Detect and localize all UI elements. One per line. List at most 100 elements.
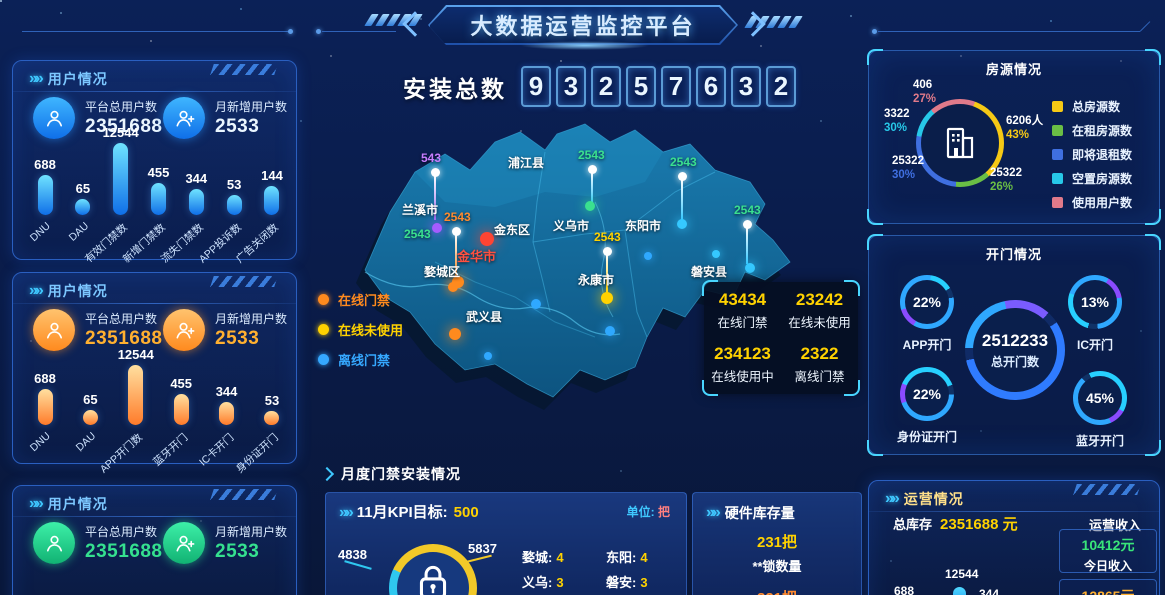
user-icon [33,309,75,351]
ring-percent: 13% [1080,294,1110,310]
building-icon [946,127,974,159]
stat-offline: 2322 离线门禁 [781,344,858,385]
install-counter-label: 安装总数 [403,75,507,102]
kpi-title-row: »» 11月KPI目标: 500 [339,501,479,522]
counter-digit: 5 [626,66,656,107]
ring-label: 蓝牙开门 [1075,434,1124,448]
kpi-city-label: 义乌: [522,575,553,590]
bar-column: 12544 有效门禁数 [83,123,139,266]
legend-label: 离线门禁 [338,353,391,368]
panel-header: »» 运营情况 [885,489,964,509]
kpi-city-stat: 婺城: 4 [522,547,598,566]
callout-number: 25322 [892,155,924,167]
panel-users-green: »» 用户情况 平台总用户数 2351688 月新增用户数 2533 12544 [12,485,297,595]
ring-label: APP开门 [902,338,952,352]
pin-value: 543 [421,151,442,165]
panel-title: 开门情况 [985,247,1042,262]
legend-dot-icon [318,354,329,365]
callout-percent: 27% [913,93,937,106]
housing-legend-item: 总房源数 [1052,98,1132,115]
map-city-label: 义乌市 [553,219,590,233]
kpi-city-value: 3 [556,575,564,590]
stat-label: 平台总用户数 [85,312,158,326]
map-city-label: 兰溪市 [402,203,439,217]
kpi-city-value: 3 [640,575,648,590]
hardware-label-1: **锁数量 [752,559,802,574]
map-point [601,292,613,304]
corner-bracket [867,234,883,250]
panel-title: 用户情况 [47,283,108,299]
kpi-city-value: 4 [640,550,648,565]
panel-stripes [210,489,278,500]
page-title: 大数据运营监控平台 [470,14,696,39]
corner-bracket [1145,440,1161,456]
double-chevron-icon: »» [29,70,44,87]
deco-dot [288,29,293,34]
panel-title: 用户情况 [47,496,108,512]
callout-percent: 30% [892,169,916,182]
stat-label: 在线使用中 [711,369,774,384]
stat-value: 2322 [800,344,839,363]
kpi-city-label: 东阳: [606,550,637,565]
stat-new-users: 月新增用户数 2533 [163,522,287,564]
legend-label: 总房源数 [1072,100,1121,114]
legend-item: 离线门禁 [318,350,390,369]
panel-users-orange: »» 用户情况 平台总用户数 2351688 月新增用户数 2533 688 DN… [12,272,297,476]
stat-total-users: 平台总用户数 2351688 [33,522,162,564]
legend-label: 即将退租数 [1072,148,1133,162]
user-plus-icon [163,522,205,564]
corner-bracket [867,209,883,225]
region-map [356,123,791,410]
stat-total-users: 平台总用户数 2351688 [33,97,162,139]
kpi-value: 500 [453,504,479,521]
housing-donut [916,99,1004,187]
deco-line [322,31,396,32]
kpi-city-label: 婺城: [522,550,553,565]
legend-square-icon [1052,101,1063,112]
deco-dot [872,29,877,34]
counter-digit: 2 [766,66,796,107]
housing-callout: 3322 30% [884,107,910,136]
pin-value: 2543 [670,155,697,169]
ring-label: IC开门 [1076,338,1113,352]
map-point [605,326,615,336]
bar-value: 344 [215,384,238,399]
panel-title: 用户情况 [47,71,108,87]
ring-ic-open: 13% [1068,275,1122,329]
title-banner: 大数据运营监控平台 [428,5,738,45]
ring-percent: 45% [1085,390,1115,406]
hardware-panel: »» 硬件库存量 231把 **锁数量 321把 [692,492,862,595]
bar [75,199,91,215]
total-opens-label: 总开门数 [990,354,1039,369]
callout-number: 406 [913,79,933,91]
pin-marker [431,168,440,177]
corner-bracket [1145,234,1161,250]
stock-label: 总库存 [893,517,933,532]
double-chevron-icon: »» [339,504,354,521]
bar-label: DNU [28,430,54,455]
corner-bracket [1145,49,1161,65]
panel-stripes [210,64,278,75]
legend-item: 在线门禁 [318,290,390,309]
bar [82,410,98,425]
double-chevron-icon: »» [706,504,721,521]
total-opens-ring: 2512233 总开门数 [965,300,1065,400]
corner-bracket [1145,209,1161,225]
bar [219,402,235,425]
map-point [432,223,442,233]
pin-marker [603,247,612,256]
deco-dot [316,29,321,34]
ring-app-open: 22% [900,275,954,329]
legend-dot-icon [318,324,329,335]
stat-online-unused: 23242 在线未使用 [781,291,858,331]
mini-bar-value: 688 [894,584,915,595]
ring-bt-open: 45% [1073,371,1127,425]
map-city-label: 永康市 [578,273,615,287]
deco-line [878,31,1140,32]
stat-value: 2533 [215,541,260,562]
bar [37,389,53,425]
pin-stem [591,172,593,203]
kpi-city-stats: 婺城: 4 东阳: 4 义乌: 3 磐安: 3 [522,547,682,591]
bar-label: IC卡开门 [196,431,236,469]
